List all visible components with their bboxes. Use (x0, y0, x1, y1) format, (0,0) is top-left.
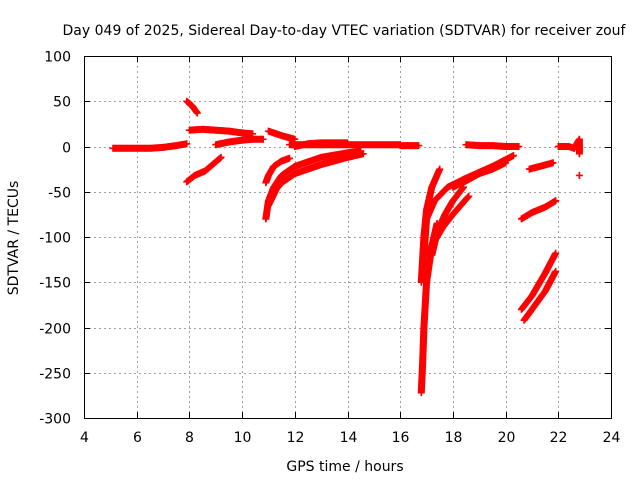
data-point (359, 150, 367, 158)
data-series (570, 135, 583, 158)
data-point (465, 192, 473, 200)
x-tick-label: 8 (185, 430, 194, 446)
x-tick-label: 6 (133, 430, 142, 446)
data-series (396, 142, 423, 150)
plot-frame (84, 56, 612, 419)
y-tick-label: -150 (39, 276, 71, 292)
data-series (462, 141, 523, 150)
data-point (415, 142, 423, 150)
data-point (515, 143, 523, 150)
x-tick-label: 12 (287, 430, 305, 446)
data-series (517, 249, 560, 313)
data-point (259, 135, 267, 143)
data-point (552, 197, 560, 205)
y-axis-label: SDTVAR / TECUs (6, 181, 22, 296)
y-tick-label: -200 (39, 322, 71, 338)
x-tick-label: 18 (445, 430, 463, 446)
y-tick-label: -250 (39, 367, 71, 383)
data-point (552, 267, 560, 275)
data-series (185, 125, 257, 138)
data-point (575, 150, 583, 158)
data-point (502, 159, 510, 167)
data-series (264, 127, 299, 143)
data-point (575, 171, 583, 179)
data-series (109, 140, 191, 152)
data-series (183, 153, 225, 186)
data-point (217, 153, 225, 161)
x-tick-label: 10 (234, 430, 252, 446)
data-point (552, 249, 560, 257)
y-tick-label: -100 (39, 231, 71, 247)
data-series (428, 183, 467, 259)
data-point (436, 165, 444, 173)
y-tick-label: -50 (48, 186, 71, 202)
data-series (520, 267, 560, 324)
grid (84, 56, 611, 418)
data-point (183, 140, 191, 148)
y-tick-label: 50 (53, 95, 71, 111)
data-series (212, 135, 267, 149)
x-tick-label: 24 (603, 430, 621, 446)
x-tick-label: 4 (80, 430, 89, 446)
y-tick-label: 100 (44, 50, 71, 66)
tick-labels: 4 6 8 10 12 14 16 18 20 22 24 -300 -250 -200 -150 -100 -… (39, 50, 620, 447)
data-point (286, 154, 294, 162)
x-tick-label: 22 (550, 430, 568, 446)
y-tick-label: 0 (62, 141, 71, 157)
data-series (517, 197, 560, 223)
data-point (344, 139, 351, 147)
y-tick-label: -300 (39, 412, 71, 428)
data-point (193, 109, 201, 117)
data-series (291, 139, 351, 150)
chart-title: Day 049 of 2025, Sidereal Day-to-day VTE… (63, 23, 627, 39)
x-tick-label: 20 (498, 430, 516, 446)
data-series (262, 154, 294, 187)
data-series (449, 159, 510, 191)
axis-ticks (84, 56, 612, 419)
data-series (183, 97, 201, 117)
x-tick-label: 14 (340, 430, 358, 446)
data-series (575, 171, 583, 179)
data-points (109, 97, 583, 397)
data-series (264, 150, 367, 209)
data-point (510, 152, 518, 160)
data-series (525, 159, 557, 173)
data-point (549, 159, 557, 167)
x-tick-label: 16 (392, 430, 410, 446)
x-axis-label: GPS time / hours (286, 459, 403, 475)
